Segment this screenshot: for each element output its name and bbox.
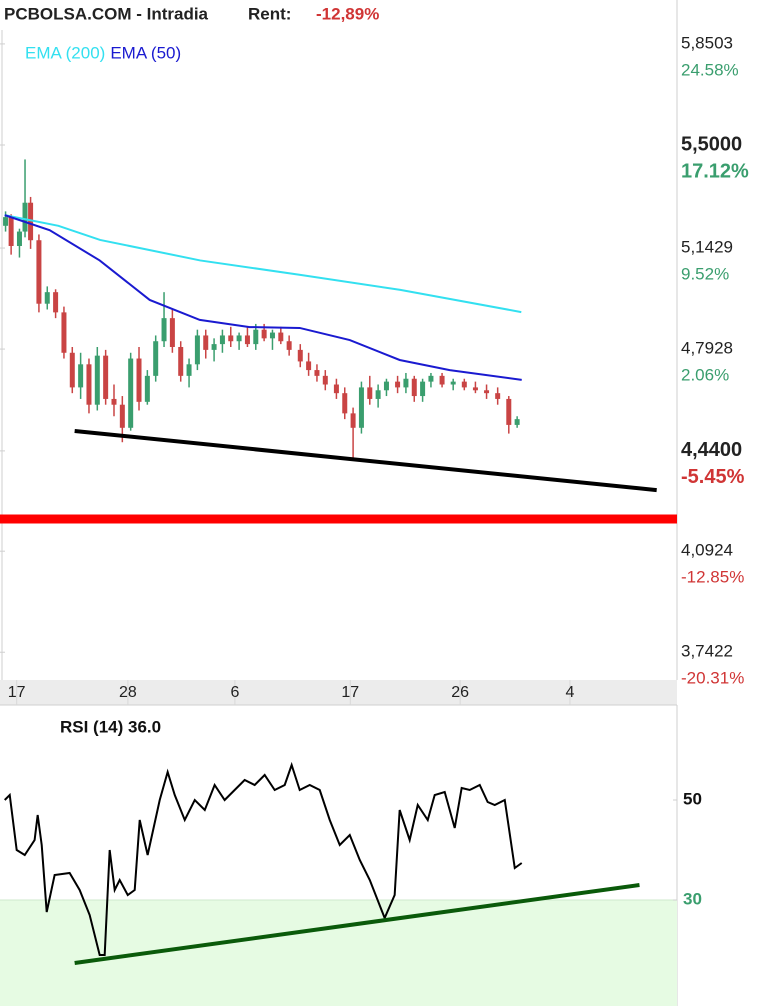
- candle-body: [136, 358, 142, 402]
- ema-line: [4, 214, 522, 381]
- candle-body: [169, 318, 175, 347]
- rent-label: Rent:: [248, 4, 291, 23]
- candle-body: [395, 381, 401, 388]
- y-tick-label: 50: [683, 789, 702, 808]
- ema-line: [4, 214, 522, 314]
- y-tick-label: 4,4400: [681, 439, 742, 461]
- candle-body: [153, 341, 159, 376]
- candle-body: [342, 393, 348, 414]
- candle-body: [514, 419, 520, 425]
- x-tick-label: 28: [119, 684, 137, 701]
- candle-body: [428, 375, 434, 382]
- candle-body: [78, 364, 84, 388]
- rsi-title: RSI (14) 36.0: [60, 717, 161, 736]
- candle-body: [439, 375, 445, 385]
- candle-body: [219, 335, 225, 345]
- x-tick-label: 6: [230, 684, 239, 701]
- candle-body: [144, 375, 150, 402]
- y-tick-change: -20.31%: [681, 669, 744, 688]
- candle-body: [306, 361, 312, 371]
- candle-body: [194, 335, 200, 365]
- candle-body: [86, 364, 92, 405]
- candle-body: [211, 344, 217, 350]
- trend-line: [74, 883, 640, 965]
- candle-body: [16, 231, 22, 247]
- y-tick-label: 5,5000: [681, 133, 742, 155]
- candle-body: [297, 349, 303, 362]
- candle-body: [278, 332, 284, 342]
- chart-title: PCBOLSA.COM - Intradia: [4, 4, 209, 23]
- trend-line: [74, 428, 657, 493]
- candle-body: [322, 375, 328, 385]
- candle-body: [69, 352, 75, 388]
- candle-body: [178, 346, 184, 376]
- candle-body: [450, 381, 456, 385]
- oversold-zone: [0, 900, 677, 1006]
- y-tick-label: 5,1429: [681, 238, 733, 257]
- y-tick-change: 9.52%: [681, 265, 729, 284]
- candle-body: [420, 381, 426, 397]
- candle-body: [28, 202, 34, 241]
- y-tick-change: -12.85%: [681, 568, 744, 587]
- x-tick-label: 17: [341, 684, 359, 701]
- candle-body: [161, 318, 167, 342]
- candle-body: [367, 387, 373, 399]
- y-tick-label: 3,7422: [681, 642, 733, 661]
- candle-body: [236, 335, 242, 342]
- candle-body: [261, 329, 267, 339]
- x-axis-band: [0, 680, 677, 705]
- y-tick-label: 4,0924: [681, 541, 733, 560]
- candle-body: [244, 335, 250, 345]
- candle-body: [506, 398, 512, 425]
- candle-body: [350, 413, 356, 428]
- x-tick-label: 17: [8, 684, 26, 701]
- candle-body: [403, 378, 409, 388]
- candle-body: [61, 312, 67, 353]
- candle-body: [3, 217, 9, 226]
- y-tick-change: 17.12%: [681, 160, 749, 182]
- candle-body: [111, 398, 117, 405]
- y-tick-change: 2.06%: [681, 366, 729, 385]
- y-tick-label: 5,8503: [681, 33, 733, 52]
- candle-body: [22, 202, 28, 232]
- candle-body: [383, 381, 389, 391]
- candle-body: [333, 384, 339, 394]
- candle-body: [36, 240, 42, 304]
- candle-body: [228, 335, 234, 342]
- candle-body: [8, 217, 14, 247]
- candle-body: [375, 390, 381, 399]
- candle-body: [358, 387, 364, 428]
- y-tick-label: 4,7928: [681, 339, 733, 358]
- candle-body: [472, 387, 478, 391]
- rent-value: -12,89%: [316, 4, 379, 23]
- candle-body: [44, 292, 50, 304]
- candle-body: [253, 329, 259, 345]
- candle-body: [128, 358, 134, 428]
- candle-body: [53, 292, 59, 313]
- legend-entry: EMA (200): [25, 43, 105, 62]
- candle-body: [94, 355, 100, 405]
- candle-body: [461, 381, 467, 388]
- rsi-line: [4, 761, 523, 956]
- x-tick-label: 26: [451, 684, 469, 701]
- candle-body: [286, 341, 292, 350]
- y-tick-change: 24.58%: [681, 60, 739, 79]
- candle-body: [203, 335, 209, 350]
- candle-body: [119, 404, 125, 428]
- candle-body: [269, 332, 275, 339]
- legend-entry: EMA (50): [110, 43, 181, 62]
- y-tick-label: 30: [683, 889, 702, 908]
- candle-body: [186, 364, 192, 376]
- x-tick-label: 4: [566, 684, 575, 701]
- candle-body: [484, 390, 490, 394]
- candle-body: [411, 378, 417, 397]
- candle-body: [103, 355, 109, 399]
- y-tick-change: -5.45%: [681, 466, 745, 488]
- candle-body: [314, 370, 320, 376]
- candle-body: [495, 393, 501, 399]
